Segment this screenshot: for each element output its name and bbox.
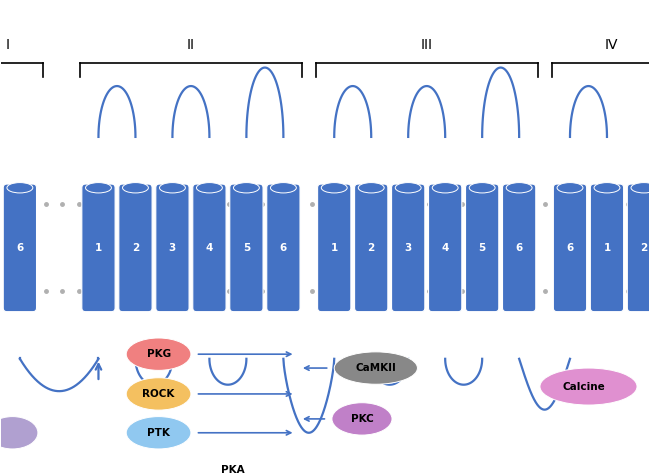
Text: 3: 3 (404, 243, 412, 253)
Text: 2: 2 (640, 243, 647, 253)
Ellipse shape (7, 182, 33, 193)
Text: 1: 1 (603, 243, 610, 253)
FancyBboxPatch shape (229, 184, 263, 311)
Ellipse shape (270, 182, 296, 193)
Ellipse shape (432, 182, 458, 193)
Ellipse shape (233, 182, 259, 193)
Text: Calcine: Calcine (562, 382, 605, 392)
Text: II: II (187, 38, 195, 52)
Text: CaMKII: CaMKII (356, 363, 396, 373)
FancyBboxPatch shape (627, 184, 650, 311)
Ellipse shape (122, 182, 148, 193)
Ellipse shape (126, 378, 191, 410)
Ellipse shape (196, 182, 222, 193)
Text: 1: 1 (331, 243, 338, 253)
FancyBboxPatch shape (266, 184, 300, 311)
Text: 2: 2 (368, 243, 375, 253)
Text: PKG: PKG (146, 349, 171, 359)
Text: 3: 3 (169, 243, 176, 253)
Text: 4: 4 (206, 243, 213, 253)
FancyBboxPatch shape (82, 184, 115, 311)
Ellipse shape (395, 182, 421, 193)
FancyBboxPatch shape (119, 184, 152, 311)
Ellipse shape (358, 182, 384, 193)
FancyBboxPatch shape (3, 184, 36, 311)
FancyBboxPatch shape (502, 184, 536, 311)
Text: 6: 6 (280, 243, 287, 253)
Text: 6: 6 (566, 243, 573, 253)
FancyBboxPatch shape (465, 184, 499, 311)
Ellipse shape (159, 182, 185, 193)
Ellipse shape (126, 417, 191, 449)
Text: IV: IV (605, 38, 618, 52)
Text: PTK: PTK (147, 428, 170, 438)
Ellipse shape (0, 417, 38, 449)
Ellipse shape (334, 352, 417, 384)
Ellipse shape (631, 182, 650, 193)
FancyBboxPatch shape (391, 184, 425, 311)
FancyBboxPatch shape (354, 184, 388, 311)
Text: 6: 6 (16, 243, 23, 253)
Text: III: III (421, 38, 433, 52)
Text: PKC: PKC (350, 414, 373, 424)
Ellipse shape (540, 368, 637, 405)
Ellipse shape (200, 454, 265, 474)
FancyBboxPatch shape (156, 184, 189, 311)
Ellipse shape (332, 403, 392, 435)
FancyBboxPatch shape (428, 184, 462, 311)
FancyBboxPatch shape (590, 184, 623, 311)
Text: ROCK: ROCK (142, 389, 175, 399)
Ellipse shape (557, 182, 583, 193)
Text: I: I (6, 38, 10, 52)
Ellipse shape (126, 338, 191, 370)
FancyBboxPatch shape (193, 184, 226, 311)
Ellipse shape (594, 182, 620, 193)
Text: 4: 4 (441, 243, 449, 253)
Text: 2: 2 (132, 243, 139, 253)
FancyBboxPatch shape (318, 184, 351, 311)
Text: 1: 1 (95, 243, 102, 253)
Text: 6: 6 (515, 243, 523, 253)
FancyBboxPatch shape (553, 184, 587, 311)
Ellipse shape (86, 182, 111, 193)
Ellipse shape (321, 182, 347, 193)
Ellipse shape (506, 182, 532, 193)
Ellipse shape (469, 182, 495, 193)
Text: 5: 5 (242, 243, 250, 253)
Text: PKA: PKA (221, 465, 244, 474)
Text: 5: 5 (478, 243, 486, 253)
